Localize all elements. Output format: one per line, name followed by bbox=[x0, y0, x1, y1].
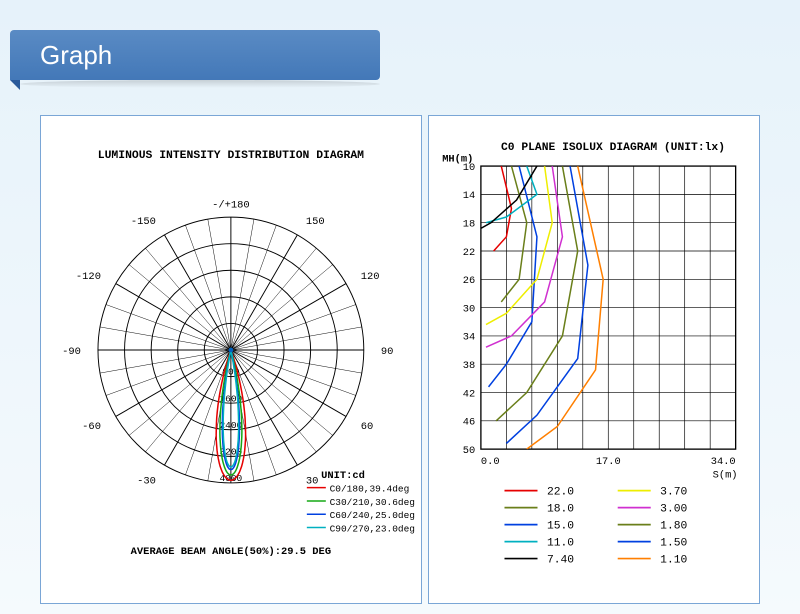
svg-text:1.80: 1.80 bbox=[660, 520, 687, 532]
svg-text:-60: -60 bbox=[82, 421, 101, 433]
svg-text:30: 30 bbox=[463, 303, 475, 315]
svg-text:50: 50 bbox=[463, 445, 475, 457]
svg-text:150: 150 bbox=[306, 216, 325, 228]
svg-text:-/+180: -/+180 bbox=[212, 200, 250, 212]
svg-text:34.0: 34.0 bbox=[711, 456, 736, 468]
isolux-panel: C0 PLANE ISOLUX DIAGRAM (UNIT:lx)MH(m)10… bbox=[428, 115, 760, 604]
svg-text:C0/180,39.4deg: C0/180,39.4deg bbox=[330, 483, 410, 494]
svg-text:C90/270,23.0deg: C90/270,23.0deg bbox=[330, 523, 415, 534]
svg-text:-150: -150 bbox=[131, 216, 156, 228]
svg-text:1.50: 1.50 bbox=[660, 537, 687, 549]
graph-tab-label: Graph bbox=[40, 40, 112, 70]
svg-text:0.0: 0.0 bbox=[481, 456, 500, 468]
svg-text:3.70: 3.70 bbox=[660, 486, 687, 498]
svg-text:11.0: 11.0 bbox=[547, 537, 574, 549]
svg-text:10: 10 bbox=[463, 162, 475, 174]
svg-text:60: 60 bbox=[361, 421, 374, 433]
polar-panel: LUMINOUS INTENSITY DISTRIBUTION DIAGRAM -… bbox=[40, 115, 422, 604]
svg-text:38: 38 bbox=[463, 360, 475, 372]
svg-text:17.0: 17.0 bbox=[596, 456, 621, 468]
svg-text:46: 46 bbox=[463, 417, 475, 429]
svg-text:34: 34 bbox=[463, 332, 475, 344]
svg-text:120: 120 bbox=[361, 271, 380, 283]
svg-text:3.00: 3.00 bbox=[660, 503, 687, 515]
svg-text:-30: -30 bbox=[137, 476, 156, 488]
svg-text:C30/210,30.6deg: C30/210,30.6deg bbox=[330, 497, 415, 508]
svg-text:26: 26 bbox=[463, 275, 475, 287]
svg-text:C0 PLANE ISOLUX DIAGRAM (UNIT:: C0 PLANE ISOLUX DIAGRAM (UNIT:lx) bbox=[501, 142, 725, 154]
svg-text:-120: -120 bbox=[76, 271, 101, 283]
svg-text:AVERAGE BEAM ANGLE(50%):29.5 D: AVERAGE BEAM ANGLE(50%):29.5 DEG bbox=[131, 546, 331, 558]
panel-row: LUMINOUS INTENSITY DISTRIBUTION DIAGRAM -… bbox=[40, 115, 760, 604]
svg-text:14: 14 bbox=[463, 190, 475, 202]
graph-tab: Graph bbox=[10, 30, 380, 80]
svg-text:22: 22 bbox=[463, 247, 475, 259]
svg-text:18: 18 bbox=[463, 218, 475, 230]
svg-text:1.10: 1.10 bbox=[660, 554, 687, 566]
svg-text:S(m): S(m) bbox=[712, 469, 737, 481]
tab-shadow bbox=[20, 80, 380, 88]
svg-text:15.0: 15.0 bbox=[547, 520, 574, 532]
polar-chart: LUMINOUS INTENSITY DISTRIBUTION DIAGRAM -… bbox=[41, 116, 421, 603]
svg-text:UNIT:cd: UNIT:cd bbox=[321, 470, 365, 482]
svg-text:90: 90 bbox=[381, 346, 394, 358]
svg-text:C60/240,25.0deg: C60/240,25.0deg bbox=[330, 510, 415, 521]
svg-text:22.0: 22.0 bbox=[547, 486, 574, 498]
svg-text:-90: -90 bbox=[62, 346, 81, 358]
isolux-chart: C0 PLANE ISOLUX DIAGRAM (UNIT:lx)MH(m)10… bbox=[429, 116, 759, 603]
svg-text:LUMINOUS INTENSITY DISTRIBUTIO: LUMINOUS INTENSITY DISTRIBUTION DIAGRAM bbox=[98, 150, 364, 162]
svg-text:30: 30 bbox=[306, 476, 319, 488]
svg-text:7.40: 7.40 bbox=[547, 554, 574, 566]
svg-text:42: 42 bbox=[463, 388, 475, 400]
svg-text:18.0: 18.0 bbox=[547, 503, 574, 515]
